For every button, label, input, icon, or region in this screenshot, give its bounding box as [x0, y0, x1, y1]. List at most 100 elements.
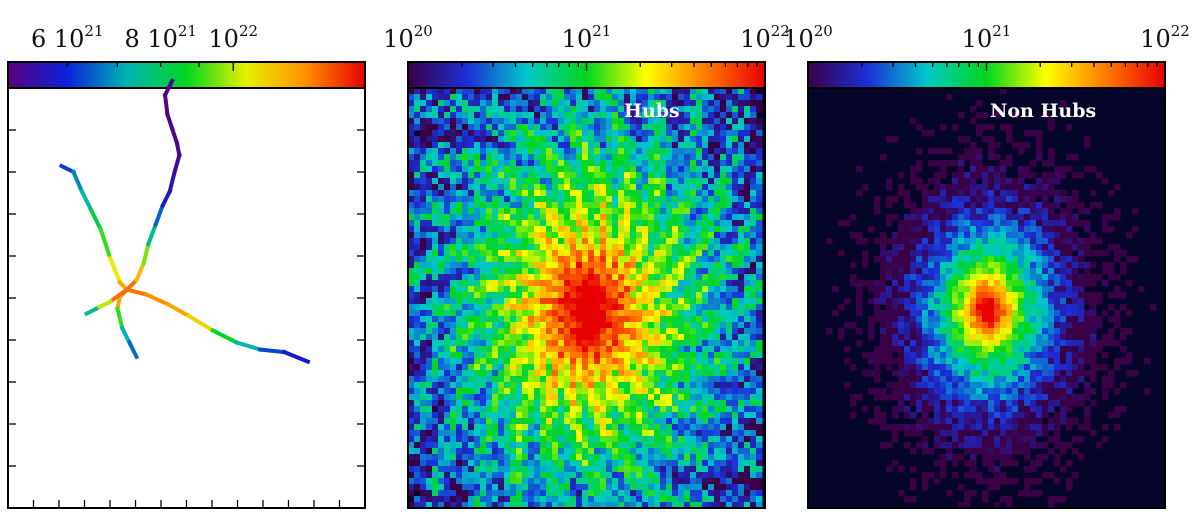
heatmap-cell	[582, 154, 589, 161]
heatmap-cell	[1060, 274, 1067, 281]
heatmap-cell	[612, 100, 619, 107]
heatmap-cell	[702, 388, 709, 395]
heatmap-cell	[432, 478, 439, 485]
heatmap-cell	[462, 106, 469, 113]
heatmap-cell	[594, 466, 601, 473]
heatmap-cell	[582, 178, 589, 185]
heatmap-cell	[642, 202, 649, 209]
heatmap-cell	[708, 100, 715, 107]
heatmap-cell	[558, 220, 565, 227]
heatmap-cell	[714, 322, 721, 329]
heatmap-cell	[444, 466, 451, 473]
heatmap-cell	[444, 202, 451, 209]
heatmap-cell	[588, 244, 595, 251]
heatmap-cell	[462, 238, 469, 245]
heatmap-cell	[720, 358, 727, 365]
heatmap-cell	[456, 370, 463, 377]
heatmap-cell	[558, 478, 565, 485]
heatmap-cell	[702, 352, 709, 359]
heatmap-cell	[732, 268, 739, 275]
heatmap-cell	[534, 454, 541, 461]
heatmap-cell	[498, 118, 505, 125]
heatmap-cell	[600, 208, 607, 215]
heatmap-cell	[546, 304, 553, 311]
heatmap-cell	[732, 184, 739, 191]
heatmap-cell	[468, 178, 475, 185]
heatmap-cell	[492, 454, 499, 461]
heatmap-cell	[952, 268, 959, 275]
heatmap-cell	[756, 148, 763, 155]
heatmap-cell	[540, 118, 547, 125]
heatmap-cell	[510, 436, 517, 443]
heatmap-cell	[558, 316, 565, 323]
heatmap-cell	[528, 418, 535, 425]
heatmap-cell	[750, 274, 757, 281]
heatmap-cell	[1078, 262, 1085, 269]
heatmap-cell	[892, 262, 899, 269]
heatmap-cell	[480, 214, 487, 221]
heatmap-cell	[450, 442, 457, 449]
heatmap-cell	[474, 232, 481, 239]
heatmap-cell	[516, 196, 523, 203]
heatmap-cell	[666, 484, 673, 491]
heatmap-cell	[738, 154, 745, 161]
heatmap-cell	[588, 412, 595, 419]
heatmap-cell	[522, 478, 529, 485]
heatmap-cell	[744, 100, 751, 107]
heatmap-cell	[1012, 214, 1019, 221]
heatmap-cell	[546, 466, 553, 473]
heatmap-cell	[468, 184, 475, 191]
heatmap-cell	[426, 226, 433, 233]
heatmap-cell	[886, 220, 893, 227]
heatmap-cell	[408, 136, 415, 143]
heatmap-cell	[666, 190, 673, 197]
heatmap-cell	[982, 202, 989, 209]
heatmap-cell	[672, 190, 679, 197]
heatmap-cell	[624, 298, 631, 305]
heatmap-cell	[438, 100, 445, 107]
heatmap-cell	[564, 322, 571, 329]
heatmap-cell	[934, 250, 941, 257]
heatmap-cell	[564, 346, 571, 353]
non-hubs-colorbar-tick-labels: 1020 1021 1022	[783, 22, 1190, 53]
heatmap-cell	[756, 442, 763, 449]
heatmap-cell	[534, 472, 541, 479]
heatmap-cell	[702, 250, 709, 257]
heatmap-cell	[714, 496, 721, 503]
heatmap-cell	[462, 346, 469, 353]
heatmap-cell	[732, 112, 739, 119]
heatmap-cell	[480, 496, 487, 503]
heatmap-cell	[988, 196, 995, 203]
heatmap-cell	[922, 238, 929, 245]
heatmap-cell	[964, 196, 971, 203]
heatmap-cell	[726, 124, 733, 131]
heatmap-cell	[564, 298, 571, 305]
heatmap-cell	[696, 466, 703, 473]
heatmap-cell	[522, 208, 529, 215]
heatmap-cell	[456, 244, 463, 251]
heatmap-cell	[744, 148, 751, 155]
heatmap-cell	[654, 250, 661, 257]
heatmap-cell	[492, 100, 499, 107]
heatmap-cell	[1030, 220, 1037, 227]
heatmap-cell	[892, 256, 899, 263]
heatmap-cell	[456, 274, 463, 281]
heatmap-cell	[618, 424, 625, 431]
heatmap-cell	[456, 220, 463, 227]
heatmap-cell	[726, 280, 733, 287]
heatmap-cell	[654, 364, 661, 371]
heatmap-cell	[420, 292, 427, 299]
heatmap-cell	[474, 202, 481, 209]
heatmap-cell	[552, 364, 559, 371]
heatmap-cell	[432, 406, 439, 413]
heatmap-cell	[516, 88, 523, 95]
heatmap-cell	[522, 130, 529, 137]
heatmap-cell	[1012, 232, 1019, 239]
heatmap-cell	[408, 142, 415, 149]
heatmap-cell	[648, 202, 655, 209]
heatmap-cell	[420, 286, 427, 293]
heatmap-cell	[898, 274, 905, 281]
heatmap-cell	[498, 322, 505, 329]
heatmap-cell	[444, 166, 451, 173]
heatmap-cell	[678, 226, 685, 233]
